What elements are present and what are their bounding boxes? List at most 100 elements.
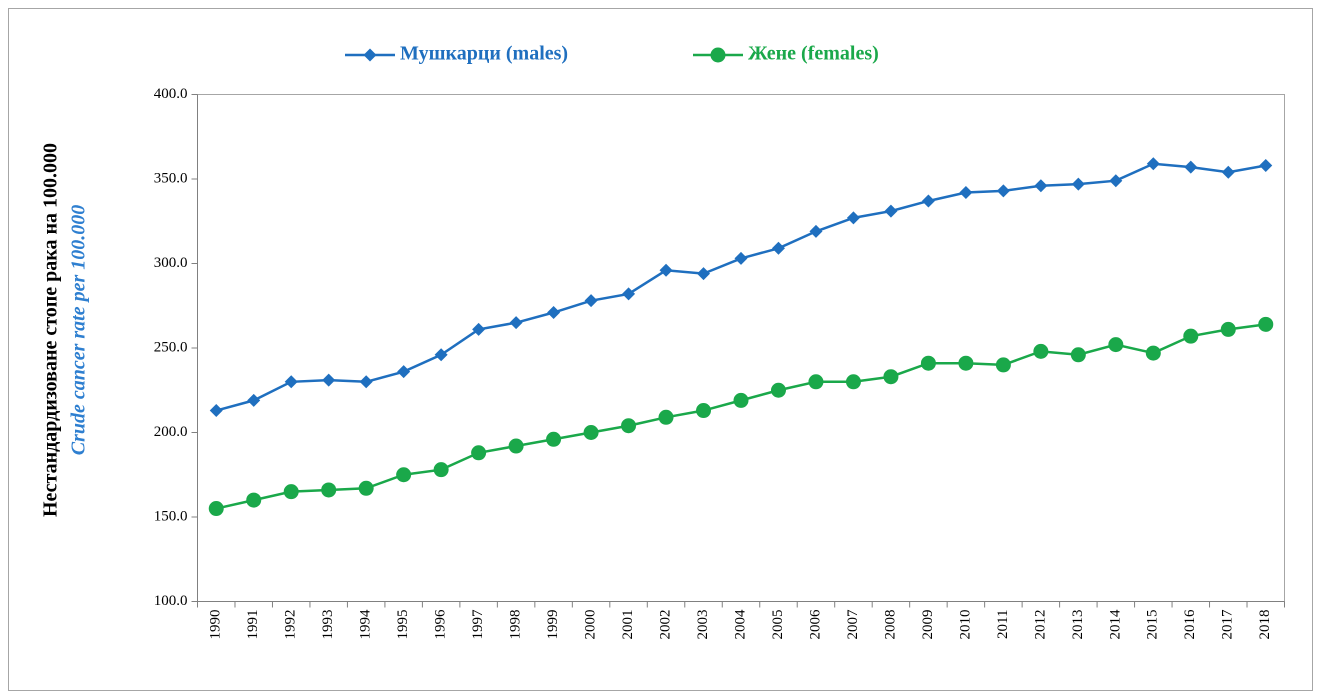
marker: [621, 418, 637, 434]
marker: [434, 348, 448, 362]
marker: [1221, 165, 1235, 179]
marker: [1146, 157, 1160, 171]
legend-label: Мушкарци (males): [400, 43, 568, 65]
marker: [396, 467, 412, 483]
x-tick-label: 1998: [508, 610, 524, 640]
marker: [921, 194, 935, 208]
marker: [321, 482, 337, 498]
marker: [546, 431, 562, 447]
x-tick-label: 2007: [845, 609, 861, 640]
marker: [433, 462, 449, 478]
marker: [363, 48, 377, 62]
marker: [209, 404, 223, 418]
marker: [472, 322, 486, 336]
marker: [508, 438, 524, 454]
x-tick-label: 1995: [395, 610, 411, 640]
y-tick-label: 400.0: [154, 86, 188, 102]
x-tick-label: 1999: [545, 610, 561, 640]
y-tick-label: 100.0: [154, 593, 188, 609]
x-tick-label: 2005: [770, 610, 786, 640]
marker: [771, 241, 785, 255]
marker: [710, 47, 726, 63]
marker: [359, 375, 373, 389]
marker: [284, 375, 298, 389]
marker: [1108, 337, 1124, 353]
marker: [247, 393, 261, 407]
y-tick-label: 250.0: [154, 339, 188, 355]
y-tick-label: 350.0: [154, 170, 188, 186]
legend-label: Жене (females): [748, 43, 879, 65]
marker: [1258, 316, 1274, 332]
marker: [845, 374, 861, 390]
marker: [246, 492, 262, 508]
x-tick-label: 2008: [882, 610, 898, 640]
marker: [883, 369, 899, 385]
marker: [846, 211, 860, 225]
x-tick-label: 2000: [583, 610, 599, 640]
marker: [1033, 343, 1049, 359]
marker: [658, 409, 674, 425]
y-tick-label: 300.0: [154, 255, 188, 271]
marker: [622, 287, 636, 301]
x-tick-label: 1996: [433, 609, 449, 640]
x-tick-label: 2018: [1257, 610, 1273, 640]
marker: [283, 484, 299, 500]
x-tick-label: 2016: [1182, 609, 1198, 640]
marker: [322, 373, 336, 387]
marker: [1070, 347, 1086, 363]
marker: [884, 204, 898, 218]
marker: [995, 357, 1011, 373]
marker: [996, 184, 1010, 198]
marker: [1220, 321, 1236, 337]
marker: [583, 425, 599, 440]
x-tick-label: 2017: [1220, 609, 1236, 640]
x-tick-label: 2012: [1032, 610, 1048, 640]
marker: [584, 294, 598, 308]
x-tick-label: 2011: [995, 610, 1011, 639]
marker: [509, 316, 523, 330]
marker: [808, 374, 824, 390]
marker: [471, 445, 487, 461]
x-tick-label: 2006: [807, 609, 823, 640]
marker: [734, 251, 748, 265]
x-tick-label: 2009: [920, 610, 936, 640]
x-tick-label: 1992: [283, 610, 299, 640]
x-tick-label: 1997: [470, 609, 486, 640]
marker: [1145, 345, 1161, 361]
marker: [1259, 158, 1273, 172]
marker: [770, 382, 786, 398]
y-tick-label: 150.0: [154, 508, 188, 524]
marker: [208, 501, 224, 517]
marker: [1071, 177, 1085, 191]
marker: [547, 306, 561, 320]
y-axis-title-en: Crude cancer rate per 100.000: [68, 205, 90, 456]
marker: [1109, 174, 1123, 188]
marker: [1184, 160, 1198, 174]
y-tick-label: 200.0: [154, 424, 188, 440]
marker: [1034, 179, 1048, 193]
x-tick-label: 1991: [245, 610, 261, 640]
marker: [659, 263, 673, 277]
x-tick-label: 2001: [620, 610, 636, 640]
x-tick-label: 1994: [358, 609, 374, 640]
marker: [397, 365, 411, 379]
x-tick-label: 1993: [320, 610, 336, 640]
marker: [733, 392, 749, 408]
x-tick-label: 2013: [1070, 610, 1086, 640]
x-tick-label: 2002: [657, 610, 673, 640]
marker: [958, 355, 974, 371]
marker: [959, 186, 973, 200]
marker: [696, 403, 712, 419]
x-tick-label: 2010: [957, 610, 973, 640]
x-tick-label: 2015: [1145, 610, 1161, 640]
x-tick-label: 1990: [208, 610, 224, 640]
marker: [1183, 328, 1199, 344]
x-tick-label: 2003: [695, 610, 711, 640]
marker: [809, 224, 823, 238]
x-tick-label: 2014: [1107, 609, 1123, 640]
marker: [920, 355, 936, 371]
y-axis-title: Нестандардизоване стопе рака на 100.000: [40, 143, 62, 517]
marker: [358, 480, 374, 496]
marker: [697, 267, 711, 281]
